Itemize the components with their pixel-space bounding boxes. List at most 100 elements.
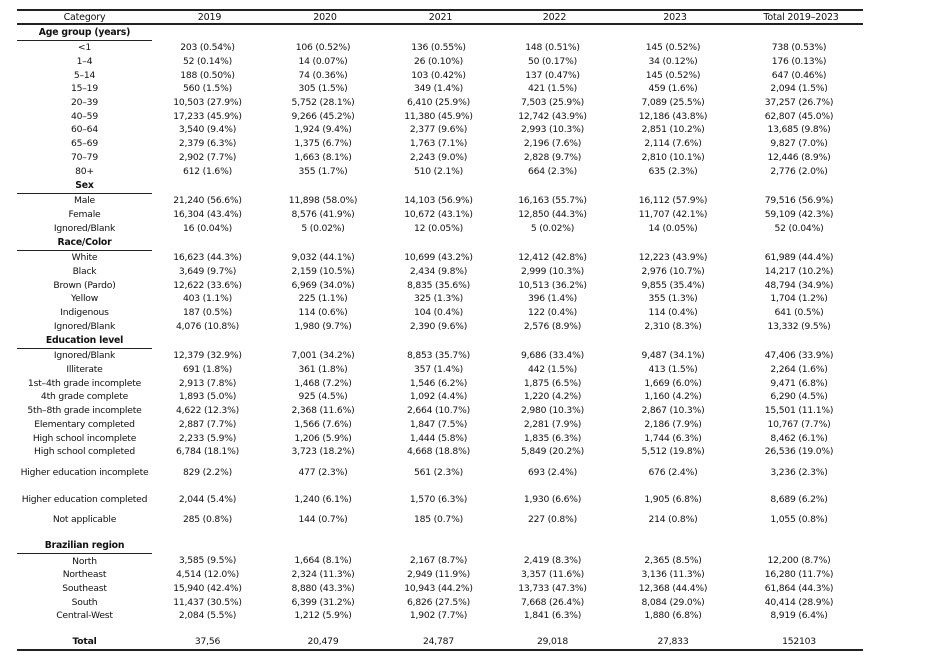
table-row: Higher education incomplete 829 (2.2%) 477… [17,459,863,486]
value-cell: 355 (1.7%) [298,165,348,177]
value-cell: 106 (0.52%) [295,42,351,54]
spacer-row [17,526,863,538]
value-cell: 1,930 (6.6%) [523,493,582,505]
empty-cell [383,24,498,41]
value-cell: 3,236 (2.3%) [770,466,828,478]
value-cell: 7,503 (25.9%) [521,97,584,109]
value-cell: 9,032 (44.1%) [291,252,355,264]
value-cell: 12,368 (44.4%) [638,582,708,594]
value-cell: 1,880 (6.8%) [644,610,702,622]
value-cell: 11,707 (42.1%) [638,208,708,220]
value-cell: 1,875 (6.5%) [523,377,582,389]
section-title: Brazilian region [17,538,152,555]
empty-cell [611,235,739,251]
value-cell: 5,849 (20.2%) [521,446,584,458]
value-cell: 15,501 (11.1%) [764,405,834,417]
value-cell: 2,084 (5.5%) [178,610,237,622]
value-cell: 2,281 (7.9%) [523,418,582,430]
value-cell: 2,434 (9.8%) [409,265,468,277]
value-cell: 2,576 (8.9%) [523,320,582,332]
value-cell: 1,664 (8.1%) [294,555,352,567]
value-cell: 2,993 (10.3%) [521,124,584,136]
value-cell: 12,186 (43.8%) [638,110,708,122]
spacer-row [17,623,863,635]
value-cell: 52 (0.14%) [183,56,232,68]
empty-cell [611,333,739,349]
value-cell: 1,212 (5.9%) [294,610,352,622]
value-cell: 148 (0.51%) [525,42,580,54]
table-row: Higher education completed 2,044 (5.4%) 1,… [17,486,863,513]
table-row: Not applicable 285 (0.8%) 144 (0.7%) 185 (0… [17,513,863,527]
empty-cell [267,538,383,554]
empty-cell [611,538,739,554]
row-label: Indigenous [60,307,109,319]
value-cell: 8,462 (6.1%) [770,432,828,444]
table-body: Age group (years) <1 203 (0.54%) 106 (0.52%… [17,24,863,651]
row-label: High school incomplete [32,432,137,444]
value-cell: 612 (1.6%) [183,165,232,177]
value-cell: 17,233 (45.9%) [173,110,242,122]
value-cell: 225 (1.1%) [298,293,348,305]
empty-cell [739,235,863,251]
value-cell: 7,668 (26.4%) [521,596,584,608]
value-cell: 14 (0.05%) [648,222,698,234]
value-cell: 13,332 (9.5%) [767,320,831,332]
value-cell: 1,444 (5.8%) [409,432,468,444]
row-label: Black [72,265,97,277]
value-cell: 2,094 (1.5%) [770,83,828,95]
value-cell: 145 (0.52%) [645,42,701,54]
value-cell: 2,867 (10.3%) [641,405,705,417]
value-cell: 8,576 (41.9%) [291,208,355,220]
total-value: 152103 [739,634,863,651]
value-cell: 1,206 (5.9%) [294,432,352,444]
value-cell: 8,084 (29.0%) [641,596,705,608]
value-cell: 7,001 (34.2%) [291,350,355,362]
value-cell: 1,835 (6.3%) [523,432,582,444]
value-cell: 13,733 (47.3%) [518,582,587,594]
row-label: Male [74,195,95,207]
value-cell: 11,380 (45.9%) [404,110,473,122]
value-cell: 26 (0.10%) [414,56,463,68]
value-cell: 2,664 (10.7%) [407,405,470,417]
value-cell: 1,546 (6.2%) [409,377,468,389]
value-cell: 2,196 (7.6%) [523,138,582,150]
value-cell: 3,136 (11.3%) [641,569,705,581]
value-cell: 4,622 (12.3%) [176,405,239,417]
value-cell: 8,835 (35.6%) [407,279,470,291]
value-cell: 104 (0.4%) [414,307,463,319]
value-cell: 188 (0.50%) [180,69,235,81]
value-cell: 1,092 (4.4%) [409,391,468,403]
value-cell: 1,663 (8.1%) [294,151,352,163]
value-cell: 12,412 (42.8%) [518,252,587,264]
value-cell: 74 (0.36%) [298,69,348,81]
value-cell: 2,264 (1.6%) [770,364,828,376]
value-cell: 442 (1.5%) [528,364,577,376]
value-cell: 3,357 (11.6%) [521,569,584,581]
table-row: Central-West 2,084 (5.5%) 1,212 (5.9%) 1,90… [17,609,863,623]
value-cell: 2,365 (8.5%) [644,555,702,567]
value-cell: 4,668 (18.8%) [407,446,470,458]
table-row: Northeast 4,514 (12.0%) 2,324 (11.3%) 2,949… [17,568,863,582]
value-cell: 829 (2.2%) [183,466,232,478]
row-label: Elementary completed [34,418,135,430]
value-cell: 10,672 (43.1%) [404,208,473,220]
header-2022: 2022 [498,9,611,25]
row-label: White [71,252,98,264]
value-cell: 2,976 (10.7%) [641,265,705,277]
header-2020: 2020 [267,9,383,25]
value-cell: 2,379 (6.3%) [178,138,237,150]
value-cell: 2,368 (11.6%) [291,405,355,417]
empty-cell [383,333,498,349]
value-cell: 14,217 (10.2%) [764,265,834,277]
total-row: Total 37,56 20,479 24,787 29,018 27,833 152103 [17,634,863,651]
value-cell: 1,905 (6.8%) [644,493,702,505]
value-cell: 16,623 (44.3%) [173,252,242,264]
value-cell: 1,375 (6.7%) [294,138,352,150]
value-cell: 647 (0.46%) [771,69,827,81]
value-cell: 2,949 (11.9%) [407,569,470,581]
value-cell: 40,414 (28.9%) [764,596,834,608]
value-cell: 10,767 (7.7%) [767,418,831,430]
total-value: 24,787 [383,634,498,651]
empty-cell [498,178,611,194]
empty-cell [611,178,739,194]
